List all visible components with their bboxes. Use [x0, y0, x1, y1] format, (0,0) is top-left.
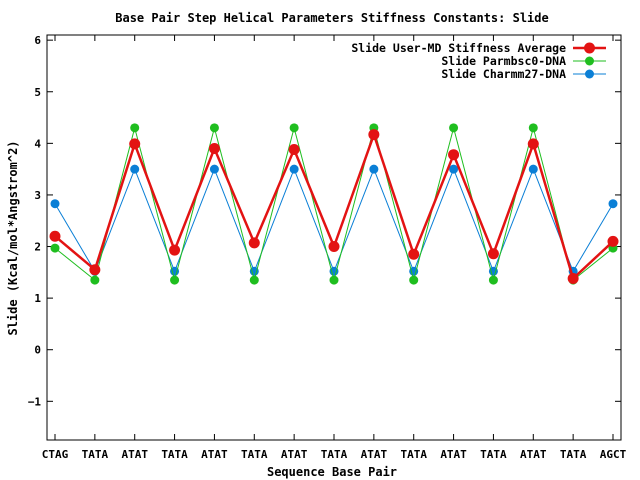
legend-label: Slide User-MD Stiffness Average	[351, 41, 566, 55]
y-tick-label: 6	[34, 34, 41, 47]
series-1-point	[488, 275, 498, 285]
series-2-point	[49, 230, 61, 242]
series-2-point	[607, 235, 619, 247]
series-2-point	[448, 149, 460, 161]
y-tick-label: 2	[34, 241, 41, 254]
x-tick-label: TATA	[241, 448, 268, 461]
series-2-point	[527, 138, 539, 150]
x-tick-label: ATAT	[440, 448, 467, 461]
x-axis-title: Sequence Base Pair	[267, 465, 397, 479]
series-2-point	[328, 241, 340, 253]
series-1-point	[329, 275, 339, 285]
y-tick-label: 5	[34, 86, 41, 99]
series-2-point	[248, 237, 260, 249]
series-line-2	[54, 133, 614, 280]
series-2-point	[567, 273, 579, 285]
x-tick-label: ATAT	[520, 448, 547, 461]
series-0-point	[50, 199, 60, 209]
x-tick-label: AGCT	[600, 448, 627, 461]
plot-area-frame	[46, 34, 622, 441]
x-tick-label: ATAT	[201, 448, 228, 461]
x-tick-label: TATA	[161, 448, 188, 461]
series-2-point	[89, 264, 101, 276]
y-tick-label: 3	[34, 189, 41, 202]
series-0-point	[449, 164, 459, 174]
chart-title: Base Pair Step Helical Parameters Stiffn…	[115, 11, 548, 25]
series-0-point	[130, 164, 140, 174]
series-line-1	[54, 127, 614, 281]
y-tick-label: 1	[34, 292, 41, 305]
x-tick-label: TATA	[480, 448, 507, 461]
series-0-point	[528, 164, 538, 174]
series-layer	[49, 123, 619, 285]
series-2-point	[169, 244, 181, 256]
series-1-point	[249, 275, 259, 285]
x-tick-label: ATAT	[121, 448, 148, 461]
series-0-point	[209, 164, 219, 174]
series-2-point	[208, 143, 220, 155]
legend-label: Slide Parmbsc0-DNA	[441, 54, 566, 68]
x-tick-label: TATA	[400, 448, 427, 461]
series-1-point	[528, 123, 538, 133]
series-1-point	[50, 243, 60, 253]
x-axis: CTAG TATA ATAT TATA ATAT TATA ATAT TATA ATAT TATA…	[42, 35, 627, 461]
series-2-point	[408, 248, 420, 260]
series-0-point	[249, 266, 259, 276]
y-axis-title: Slide (Kcal/mol*Angstrom^2)	[6, 140, 20, 335]
legend-sample-marker	[584, 42, 595, 54]
series-2-point	[129, 138, 141, 150]
series-0-point	[608, 199, 618, 209]
series-0-point	[289, 164, 299, 174]
series-1-point	[449, 123, 459, 133]
x-tick-label: ATAT	[281, 448, 308, 461]
x-tick-label: TATA	[321, 448, 348, 461]
legend-label: Slide Charmm27-DNA	[441, 67, 566, 81]
x-tick-label: ATAT	[361, 448, 388, 461]
series-0-point	[329, 266, 339, 276]
series-1-point	[209, 123, 219, 133]
y-tick-label: −1	[28, 395, 42, 408]
series-line-0	[54, 168, 614, 272]
legend-sample-marker	[585, 69, 594, 79]
series-2-point	[487, 248, 499, 260]
x-tick-label: CTAG	[42, 448, 69, 461]
series-1-point	[170, 275, 180, 285]
y-tick-label: 0	[34, 344, 41, 357]
series-1-point	[130, 123, 140, 133]
series-2-point	[368, 129, 380, 141]
series-1-point	[289, 123, 299, 133]
series-1-point	[90, 275, 100, 285]
series-1-point	[409, 275, 419, 285]
y-tick-label: 4	[34, 137, 41, 150]
series-2-point	[288, 144, 300, 156]
legend-sample-marker	[585, 56, 594, 66]
x-tick-label: TATA	[560, 448, 587, 461]
series-0-point	[369, 164, 379, 174]
series-0-point	[409, 266, 419, 276]
x-tick-label: TATA	[82, 448, 109, 461]
